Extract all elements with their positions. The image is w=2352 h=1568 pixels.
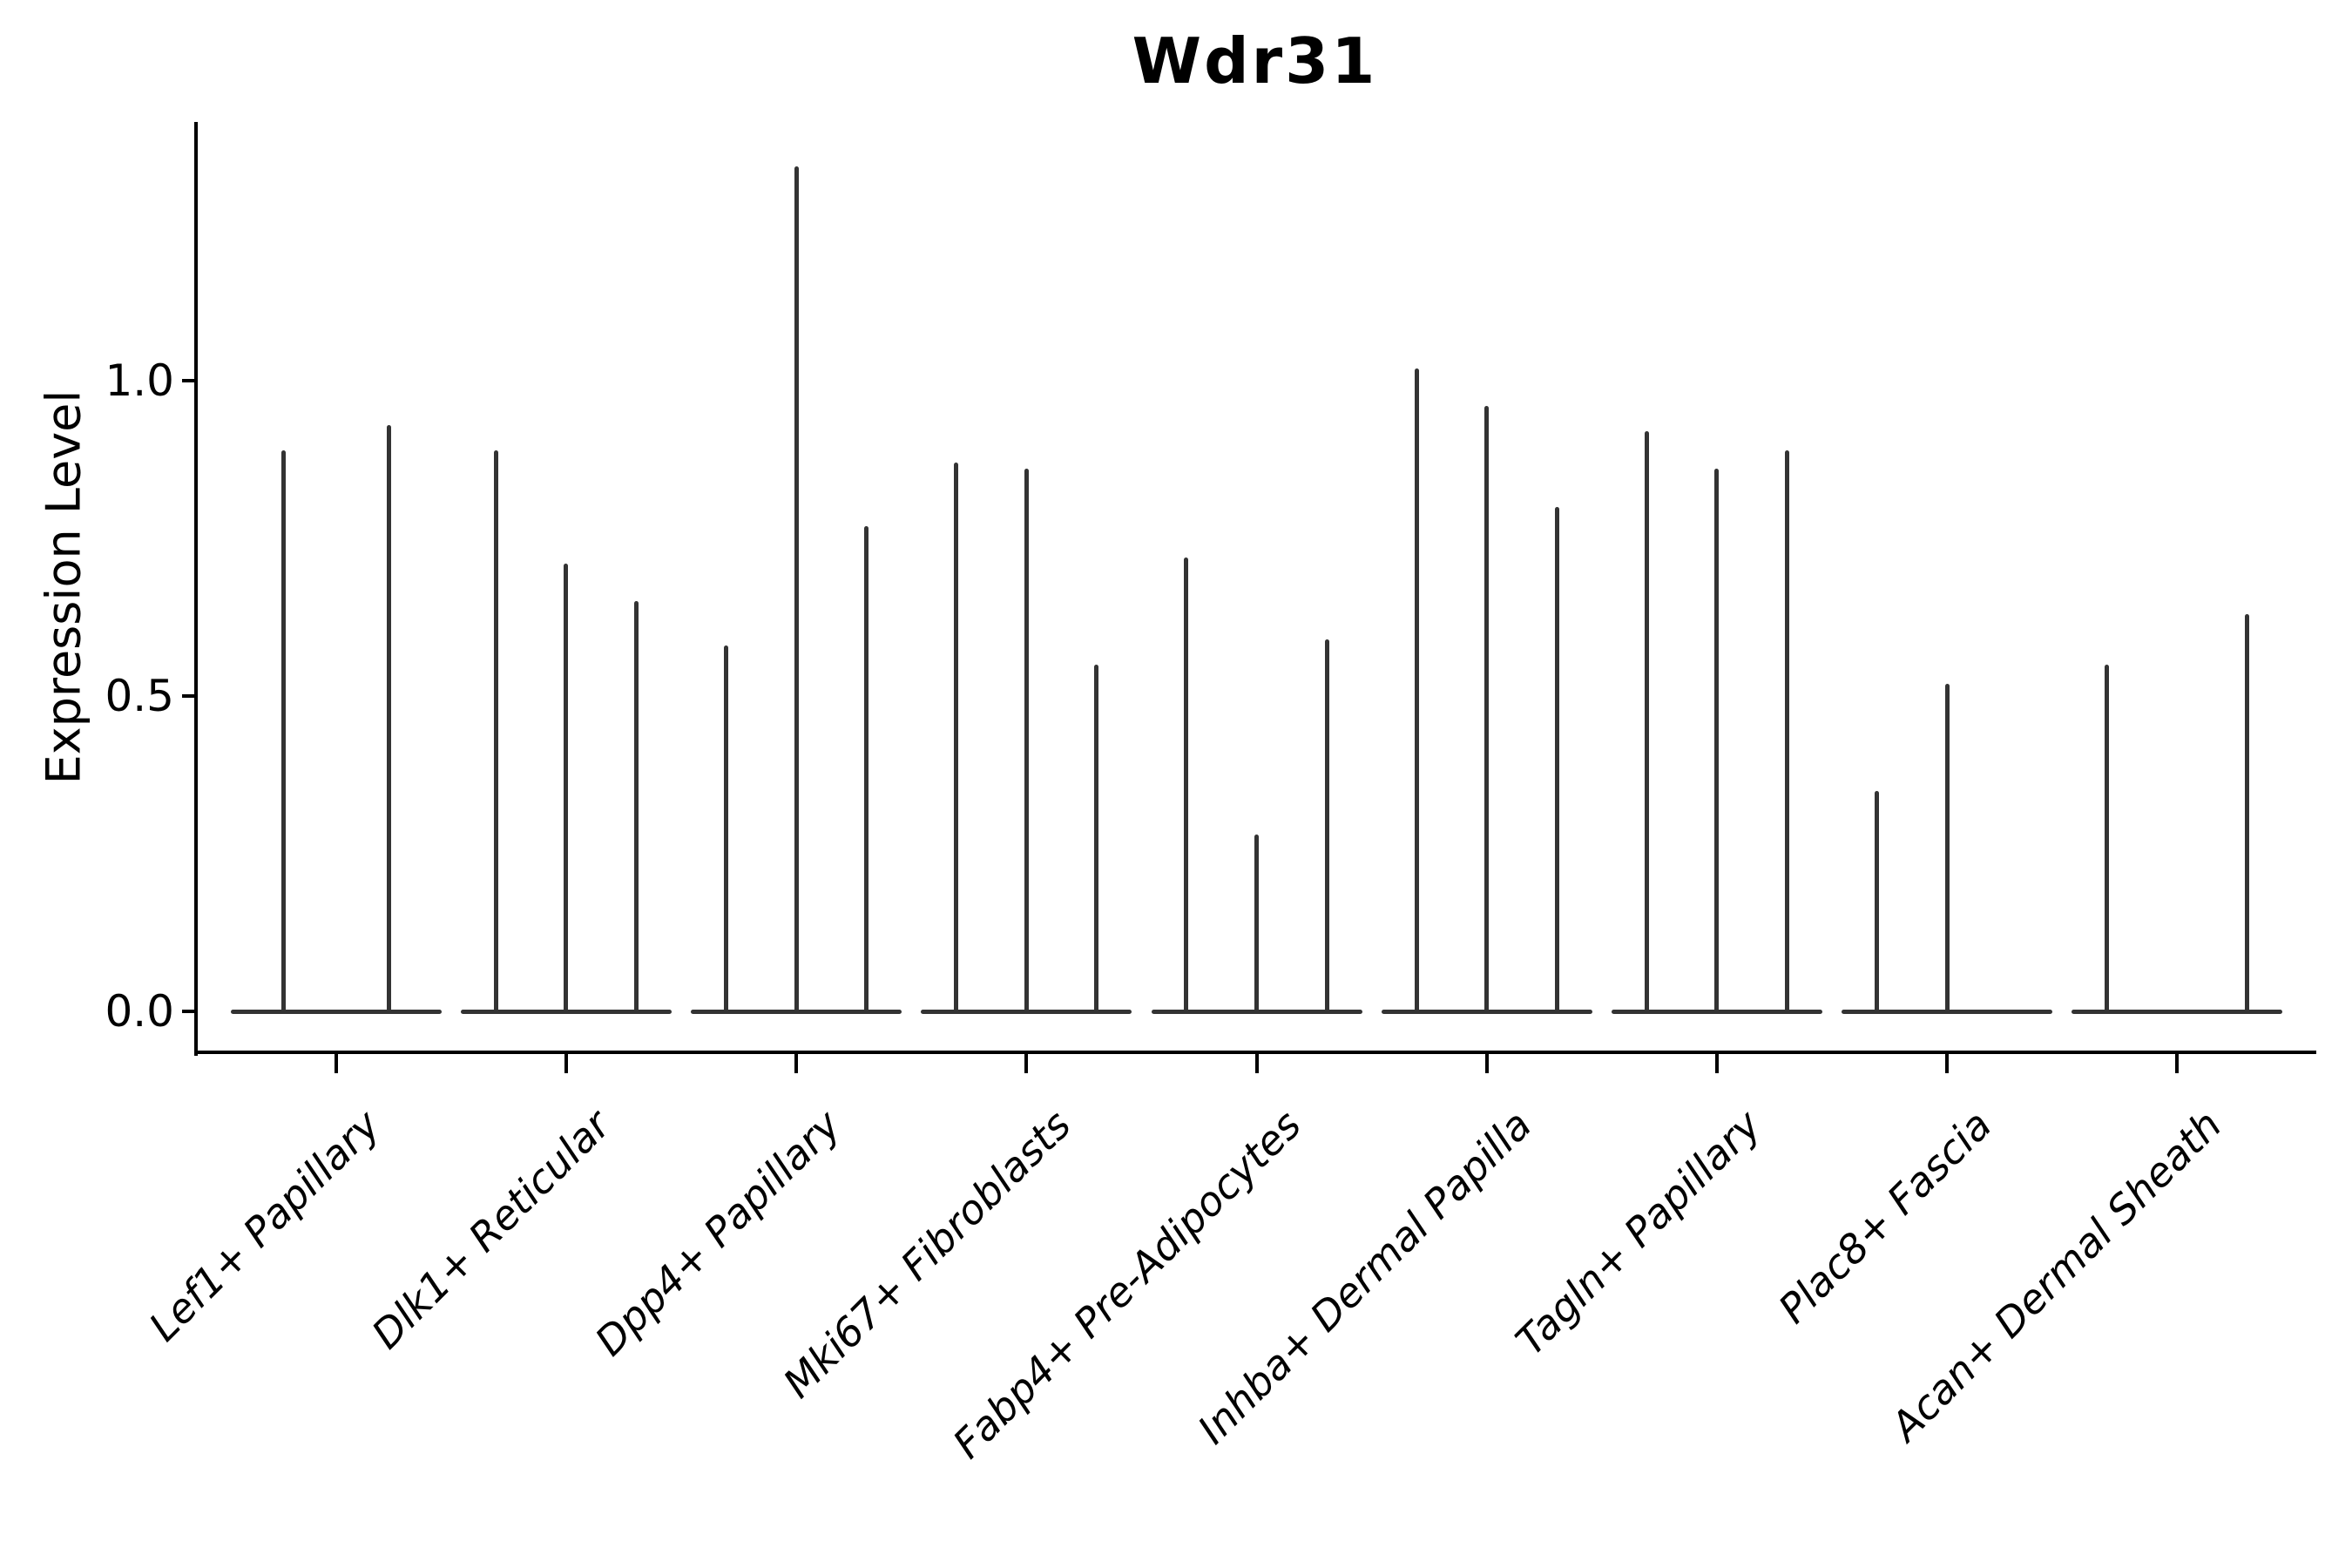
violin-spike xyxy=(1644,430,1649,1013)
x-tick-mark-6 xyxy=(1484,1054,1489,1073)
violin-spike xyxy=(2245,613,2250,1013)
x-tick-mark-3 xyxy=(794,1054,799,1073)
x-tick-label-8: Plac8+ Fascia xyxy=(1768,1101,2001,1333)
x-tick-mark-8 xyxy=(1945,1054,1950,1073)
violin-spike xyxy=(1094,664,1099,1013)
violin-spike xyxy=(1554,506,1559,1013)
y-tick-label-0.5: 0.5 xyxy=(105,671,174,721)
x-tick-label-1: Lef1+ Papillary xyxy=(139,1101,389,1350)
violin-spike xyxy=(1714,469,1720,1013)
violin-spike xyxy=(1484,405,1490,1013)
x-tick-label-2: Dlk1+ Reticular xyxy=(362,1101,620,1358)
violin-spike xyxy=(864,525,869,1013)
y-axis-spine xyxy=(194,122,198,1056)
y-tick-mark-0.0 xyxy=(182,1010,196,1013)
y-axis-label: Expression Level xyxy=(36,389,91,785)
violin-spike xyxy=(1785,449,1790,1013)
violin-spike xyxy=(1874,790,1879,1013)
violin-spike xyxy=(280,449,286,1013)
y-tick-label-0.0: 0.0 xyxy=(105,986,174,1037)
violin-spike xyxy=(2105,664,2110,1013)
violin-spike xyxy=(1414,368,1419,1013)
violin-spike xyxy=(954,463,959,1013)
violin-spike xyxy=(723,645,728,1013)
violin-spike xyxy=(634,601,639,1013)
violin-spike xyxy=(1254,835,1259,1013)
plot-title: Wdr31 xyxy=(1132,24,1378,98)
x-tick-mark-4 xyxy=(1024,1054,1029,1073)
violin-spike xyxy=(794,166,799,1013)
violin-baseline xyxy=(230,1009,442,1014)
x-axis-spine xyxy=(194,1051,2316,1054)
violin-baseline xyxy=(2072,1009,2283,1014)
violin-spike xyxy=(493,449,498,1013)
x-tick-mark-9 xyxy=(2175,1054,2180,1073)
violin-spike xyxy=(386,424,391,1013)
violin-spike xyxy=(564,563,569,1013)
x-tick-mark-1 xyxy=(334,1054,338,1073)
y-tick-mark-1.0 xyxy=(182,379,196,382)
violin-spike xyxy=(1184,557,1189,1013)
violin-spike xyxy=(1944,683,1950,1013)
violin-spike xyxy=(1024,469,1029,1013)
y-tick-mark-0.5 xyxy=(182,694,196,698)
x-tick-mark-7 xyxy=(1714,1054,1719,1073)
x-tick-mark-2 xyxy=(564,1054,568,1073)
y-tick-label-1.0: 1.0 xyxy=(105,355,174,406)
x-tick-label-3: Dpp4+ Papillary xyxy=(585,1101,850,1365)
x-tick-label-7: Tagln+ Papillary xyxy=(1506,1101,1771,1365)
violin-spike xyxy=(1324,639,1329,1013)
x-tick-mark-5 xyxy=(1254,1054,1259,1073)
